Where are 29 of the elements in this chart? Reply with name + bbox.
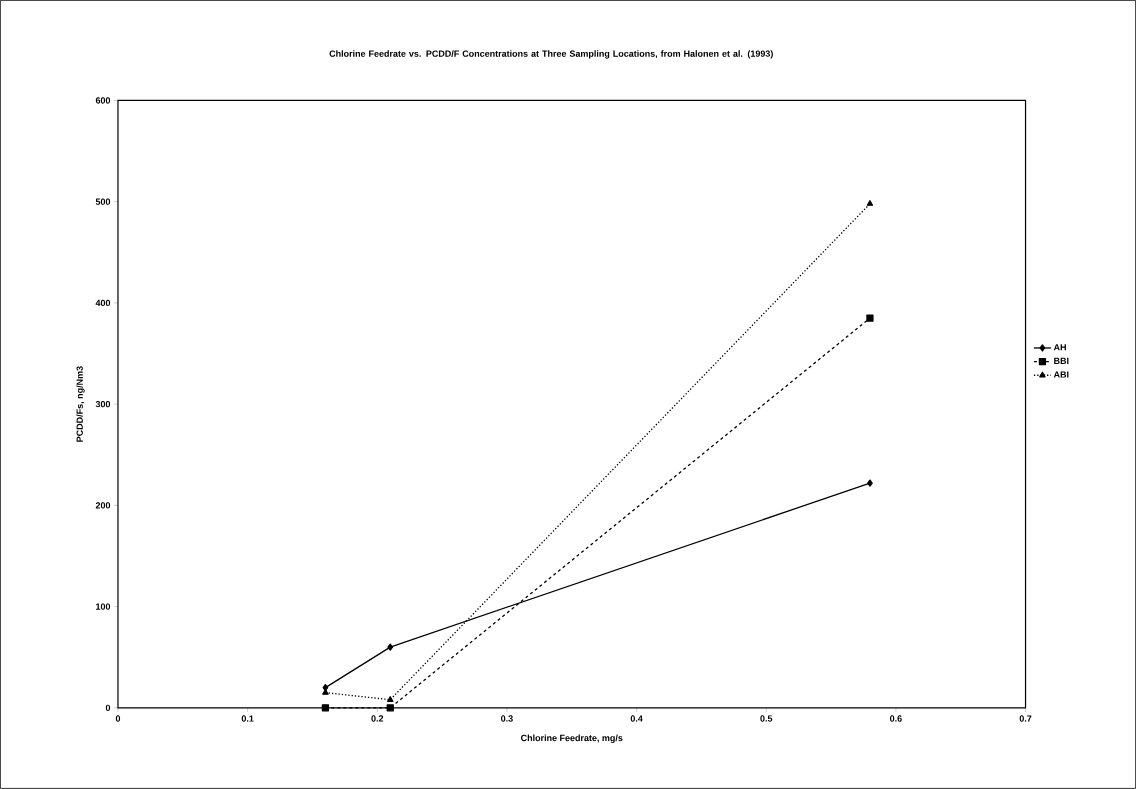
point (867, 479, 873, 487)
y-tick-label: 400 (95, 299, 111, 307)
x-tick-label: 0.2 (371, 715, 384, 722)
x-tick-label: 0.1 (241, 715, 254, 722)
legend-label: BBI (1054, 357, 1069, 365)
x-axis-title: Chlorine Feedrate, mg/s (521, 734, 623, 744)
x-tick-label: 0.4 (630, 715, 643, 722)
point (386, 704, 394, 712)
x-tick-label: 0.5 (760, 715, 773, 722)
y-axis-title: PCDD/Fs, ng/Nm3 (76, 366, 85, 442)
y-tick-label: 0 (105, 704, 111, 712)
x-tick-label: 0 (115, 715, 121, 722)
y-tick-label: 600 (95, 97, 111, 104)
y-tick-label: 500 (95, 198, 111, 205)
legend-label: AH (1053, 344, 1066, 351)
point (387, 696, 394, 702)
point (321, 704, 330, 712)
point (322, 689, 329, 695)
y-tick-label: 300 (95, 401, 111, 408)
legend-label: ABI (1053, 371, 1069, 378)
y-tick-label: 100 (96, 603, 111, 610)
y-tick-label: 200 (95, 502, 111, 509)
x-tick-label: 0.7 (1019, 715, 1032, 722)
point (387, 643, 394, 651)
x-tick-label: 0.6 (890, 715, 902, 722)
x-tick-label: 0.3 (501, 715, 513, 722)
point (866, 314, 874, 322)
chart-title: Chlorine Feedrate vs. PCDD/F Concentrations at Three Sampling Locations, from Halonen et al. (1993) (329, 50, 773, 59)
point (866, 200, 874, 206)
